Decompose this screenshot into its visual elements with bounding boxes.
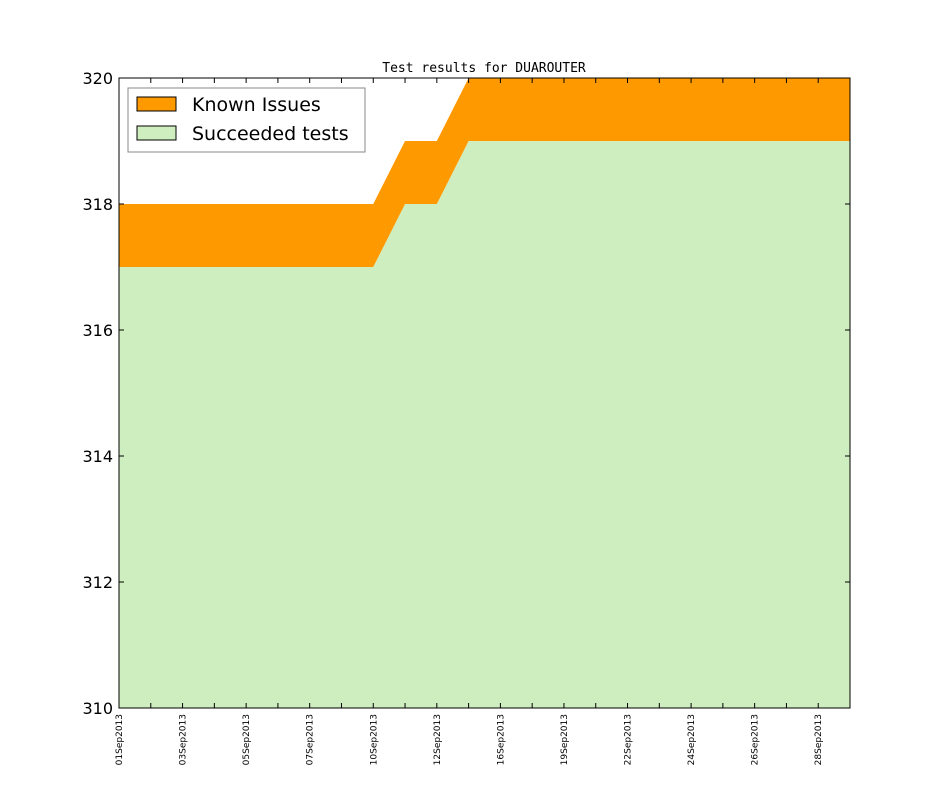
legend-label-succeeded-tests: Succeeded tests xyxy=(192,123,349,145)
legend: Known Issues Succeeded tests xyxy=(127,87,366,153)
plot-frame xyxy=(118,77,851,709)
legend-label-known-issues: Known Issues xyxy=(192,94,321,116)
legend-swatch-known-issues xyxy=(136,96,177,112)
area-succeeded-tests xyxy=(119,141,850,708)
legend-swatch-succeeded-tests xyxy=(136,125,177,141)
y-tick-label: 312 xyxy=(82,573,113,592)
area-known-issues xyxy=(119,78,850,267)
x-tick-label: 19Sep2013 xyxy=(560,714,570,765)
chart-areas xyxy=(119,78,850,708)
y-tick-label: 310 xyxy=(82,699,113,718)
x-tick-label: 24Sep2013 xyxy=(687,714,697,765)
y-tick-label: 316 xyxy=(82,321,113,340)
y-tick-label: 320 xyxy=(82,69,113,88)
y-tick-label: 314 xyxy=(82,447,113,466)
x-tick-label: 10Sep2013 xyxy=(369,714,379,765)
x-tick-label: 26Sep2013 xyxy=(751,714,761,765)
x-tick-label: 05Sep2013 xyxy=(242,714,252,765)
chart-ticks: 310 312 314 316 318 320 01Sep2013 03Sep2013 05Se… xyxy=(82,69,850,765)
x-tick-label: 16Sep2013 xyxy=(496,714,506,765)
chart-title: Test results for DUAROUTER xyxy=(382,61,586,76)
x-tick-label: 07Sep2013 xyxy=(306,714,316,765)
x-tick-label: 12Sep2013 xyxy=(433,714,443,765)
y-tick-label: 318 xyxy=(82,195,113,214)
x-tick-label: 03Sep2013 xyxy=(179,714,189,765)
x-tick-label: 28Sep2013 xyxy=(814,714,824,765)
x-tick-label: 22Sep2013 xyxy=(624,714,634,765)
x-tick-label: 01Sep2013 xyxy=(115,714,125,765)
